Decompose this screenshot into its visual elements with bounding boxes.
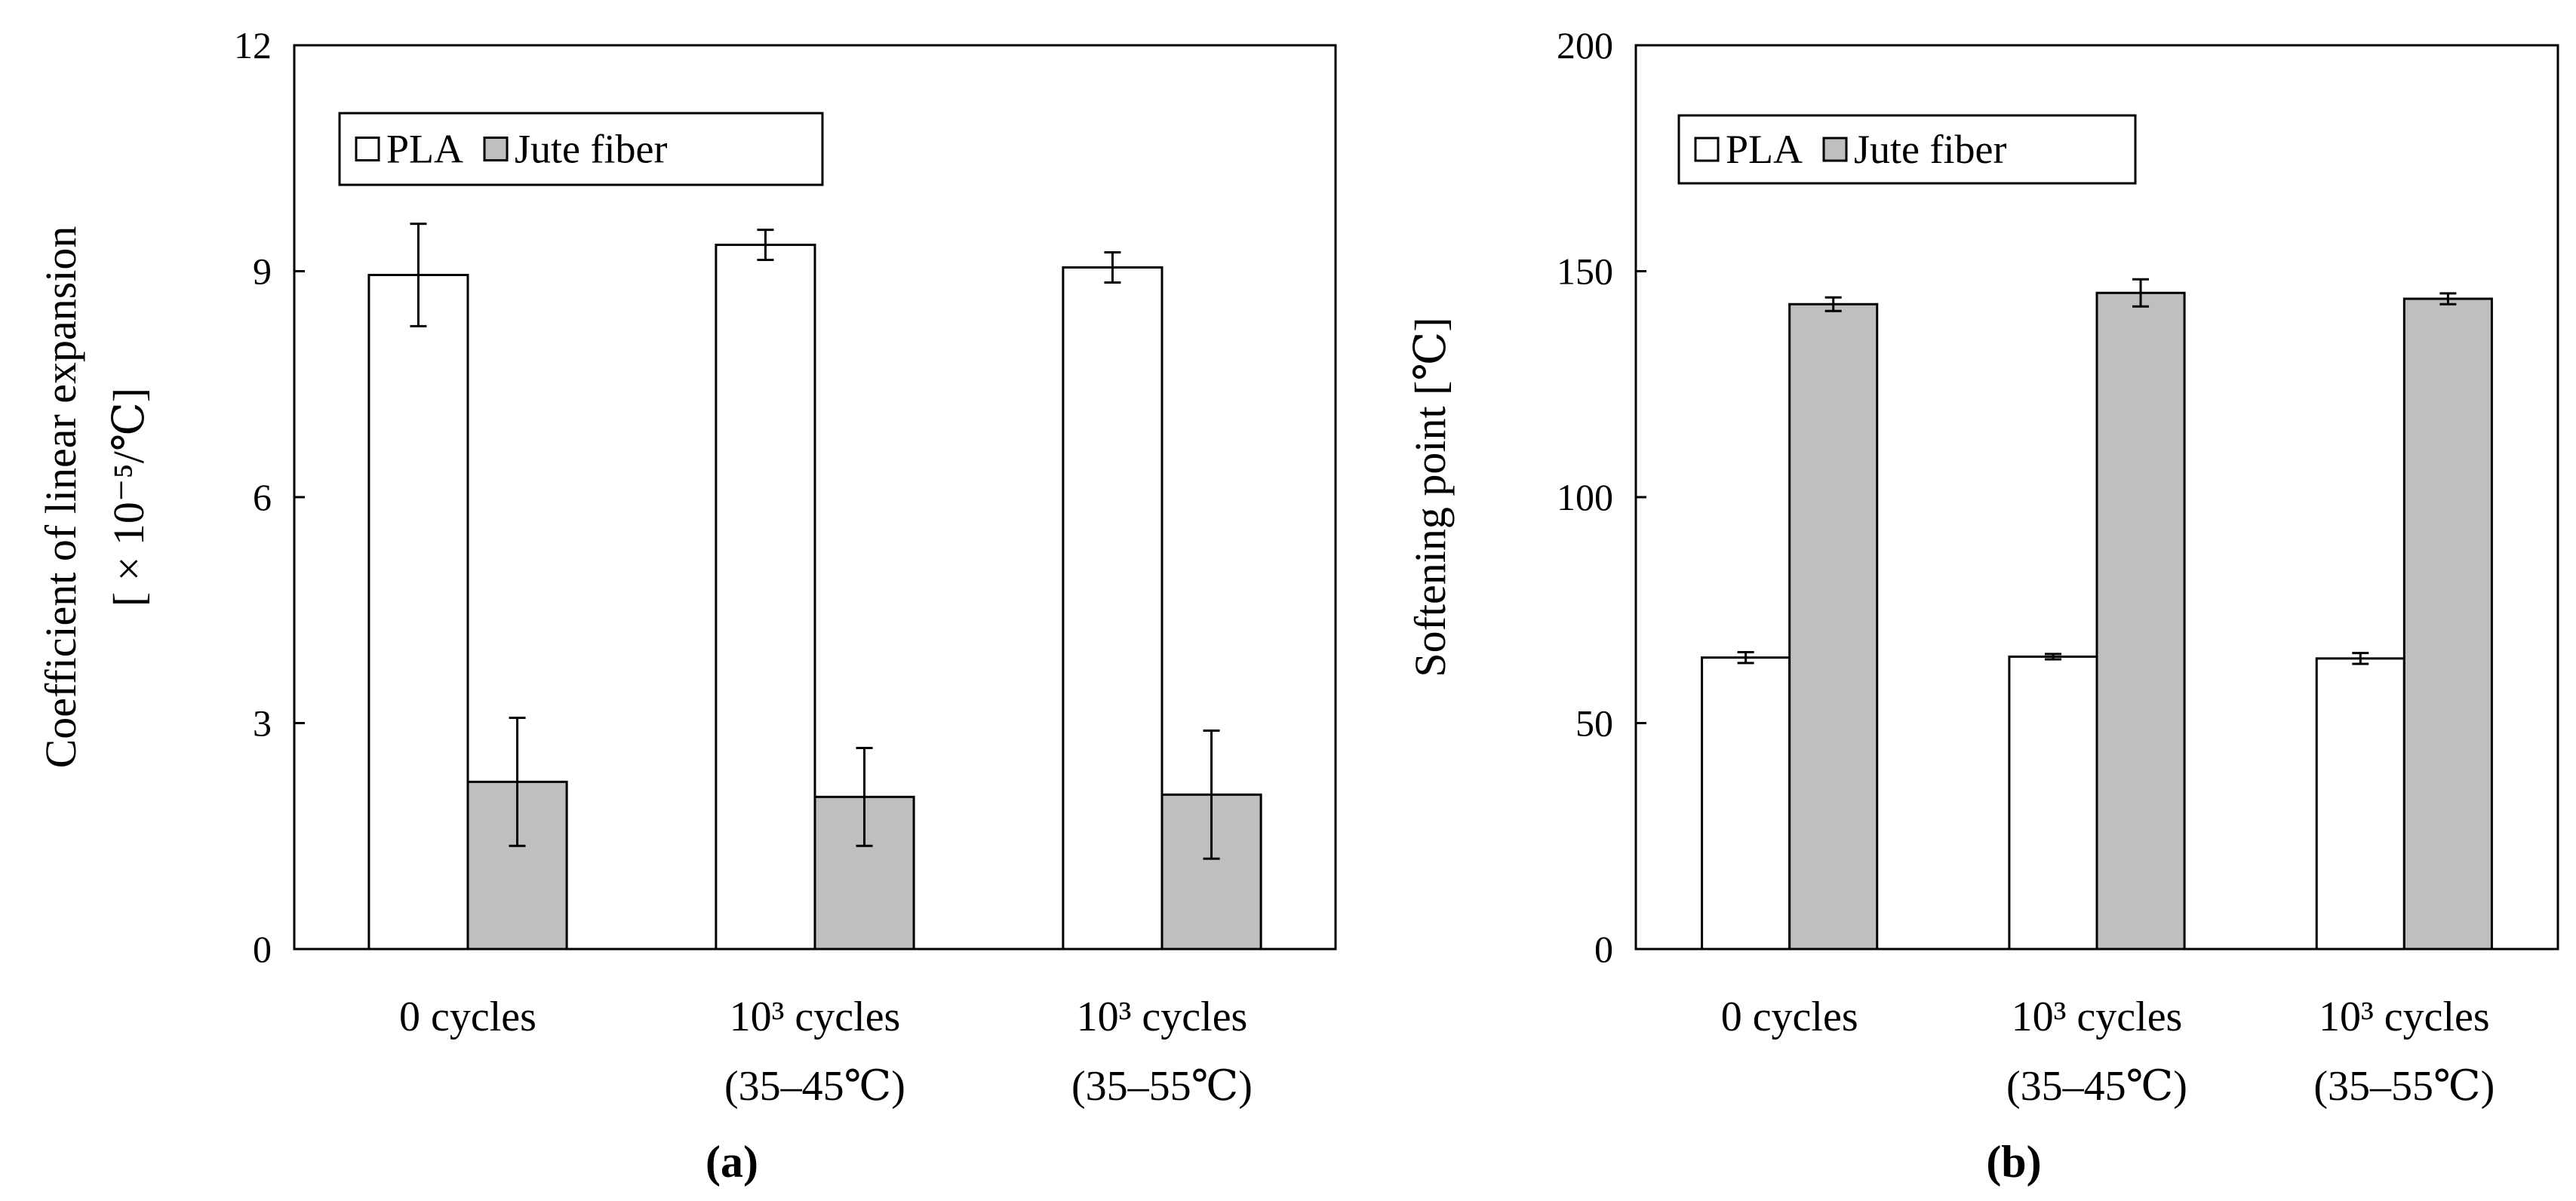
legend-label: PLA [1726, 127, 1803, 172]
bar-pla [2008, 655, 2098, 951]
legend-box [338, 112, 824, 186]
x-category-label: (35–45℃) [724, 1063, 905, 1110]
y-tick-label: 200 [1557, 24, 1613, 66]
bar-pla [367, 273, 469, 951]
x-category-label: (35–55℃) [1071, 1063, 1253, 1110]
y-tick-label: 100 [1557, 476, 1613, 518]
x-category-label: 0 cycles [399, 994, 536, 1040]
bar-jute-fiber [2095, 291, 2186, 951]
bar-pla [2315, 657, 2405, 951]
bar-jute-fiber [466, 780, 568, 951]
y-axis-title: Coefficient of linear expansion [36, 226, 85, 769]
y-tick-label: 9 [253, 250, 272, 293]
bar-jute-fiber [2402, 297, 2493, 951]
x-category-label: 10³ cycles [1077, 994, 1248, 1040]
legend-swatch-jute-fiber [1822, 137, 1848, 162]
legend-swatch-pla [1694, 137, 1720, 162]
legend-label: PLA [386, 127, 463, 172]
y-tick-label: 6 [253, 476, 272, 518]
y-tick-label: 150 [1557, 250, 1613, 293]
y-tick-label: 3 [253, 702, 272, 745]
panel-label: (a) [705, 1137, 758, 1187]
x-category-label: (35–55℃) [2313, 1063, 2495, 1110]
legend-label: Jute fiber [515, 127, 667, 172]
x-category-label: 0 cycles [1721, 994, 1858, 1040]
x-category-label: 10³ cycles [2319, 994, 2490, 1040]
y-tick-label: 50 [1575, 702, 1613, 745]
y-axis-title: [ × 10⁻⁵/℃] [104, 388, 153, 607]
legend-swatch-jute-fiber [483, 137, 509, 161]
y-tick-label: 0 [253, 928, 272, 970]
bar-pla [1701, 656, 1791, 951]
bar-pla [715, 244, 816, 951]
x-category-label: 10³ cycles [730, 994, 901, 1040]
y-axis-title: Softening point [℃] [1406, 317, 1455, 677]
legend-label: Jute fiber [1854, 127, 2006, 172]
bar-pla [1062, 266, 1164, 951]
x-category-label: (35–45℃) [2006, 1063, 2187, 1110]
panel-label: (b) [1986, 1137, 2041, 1187]
chart-a: 0 3 6 9 12 Coefficient of linear expansion [ ×… [36, 24, 1337, 1187]
chart-b: 0 50 100 150 200 Softening point [℃] 0 cycles 1… [1406, 24, 2559, 1187]
x-category-label: 10³ cycles [2012, 994, 2183, 1040]
legend-box [1677, 114, 2137, 185]
y-tick-label: 0 [1594, 928, 1613, 970]
bar-jute-fiber [1788, 303, 1879, 951]
legend-swatch-pla [355, 137, 380, 161]
y-tick-label: 12 [234, 24, 272, 66]
